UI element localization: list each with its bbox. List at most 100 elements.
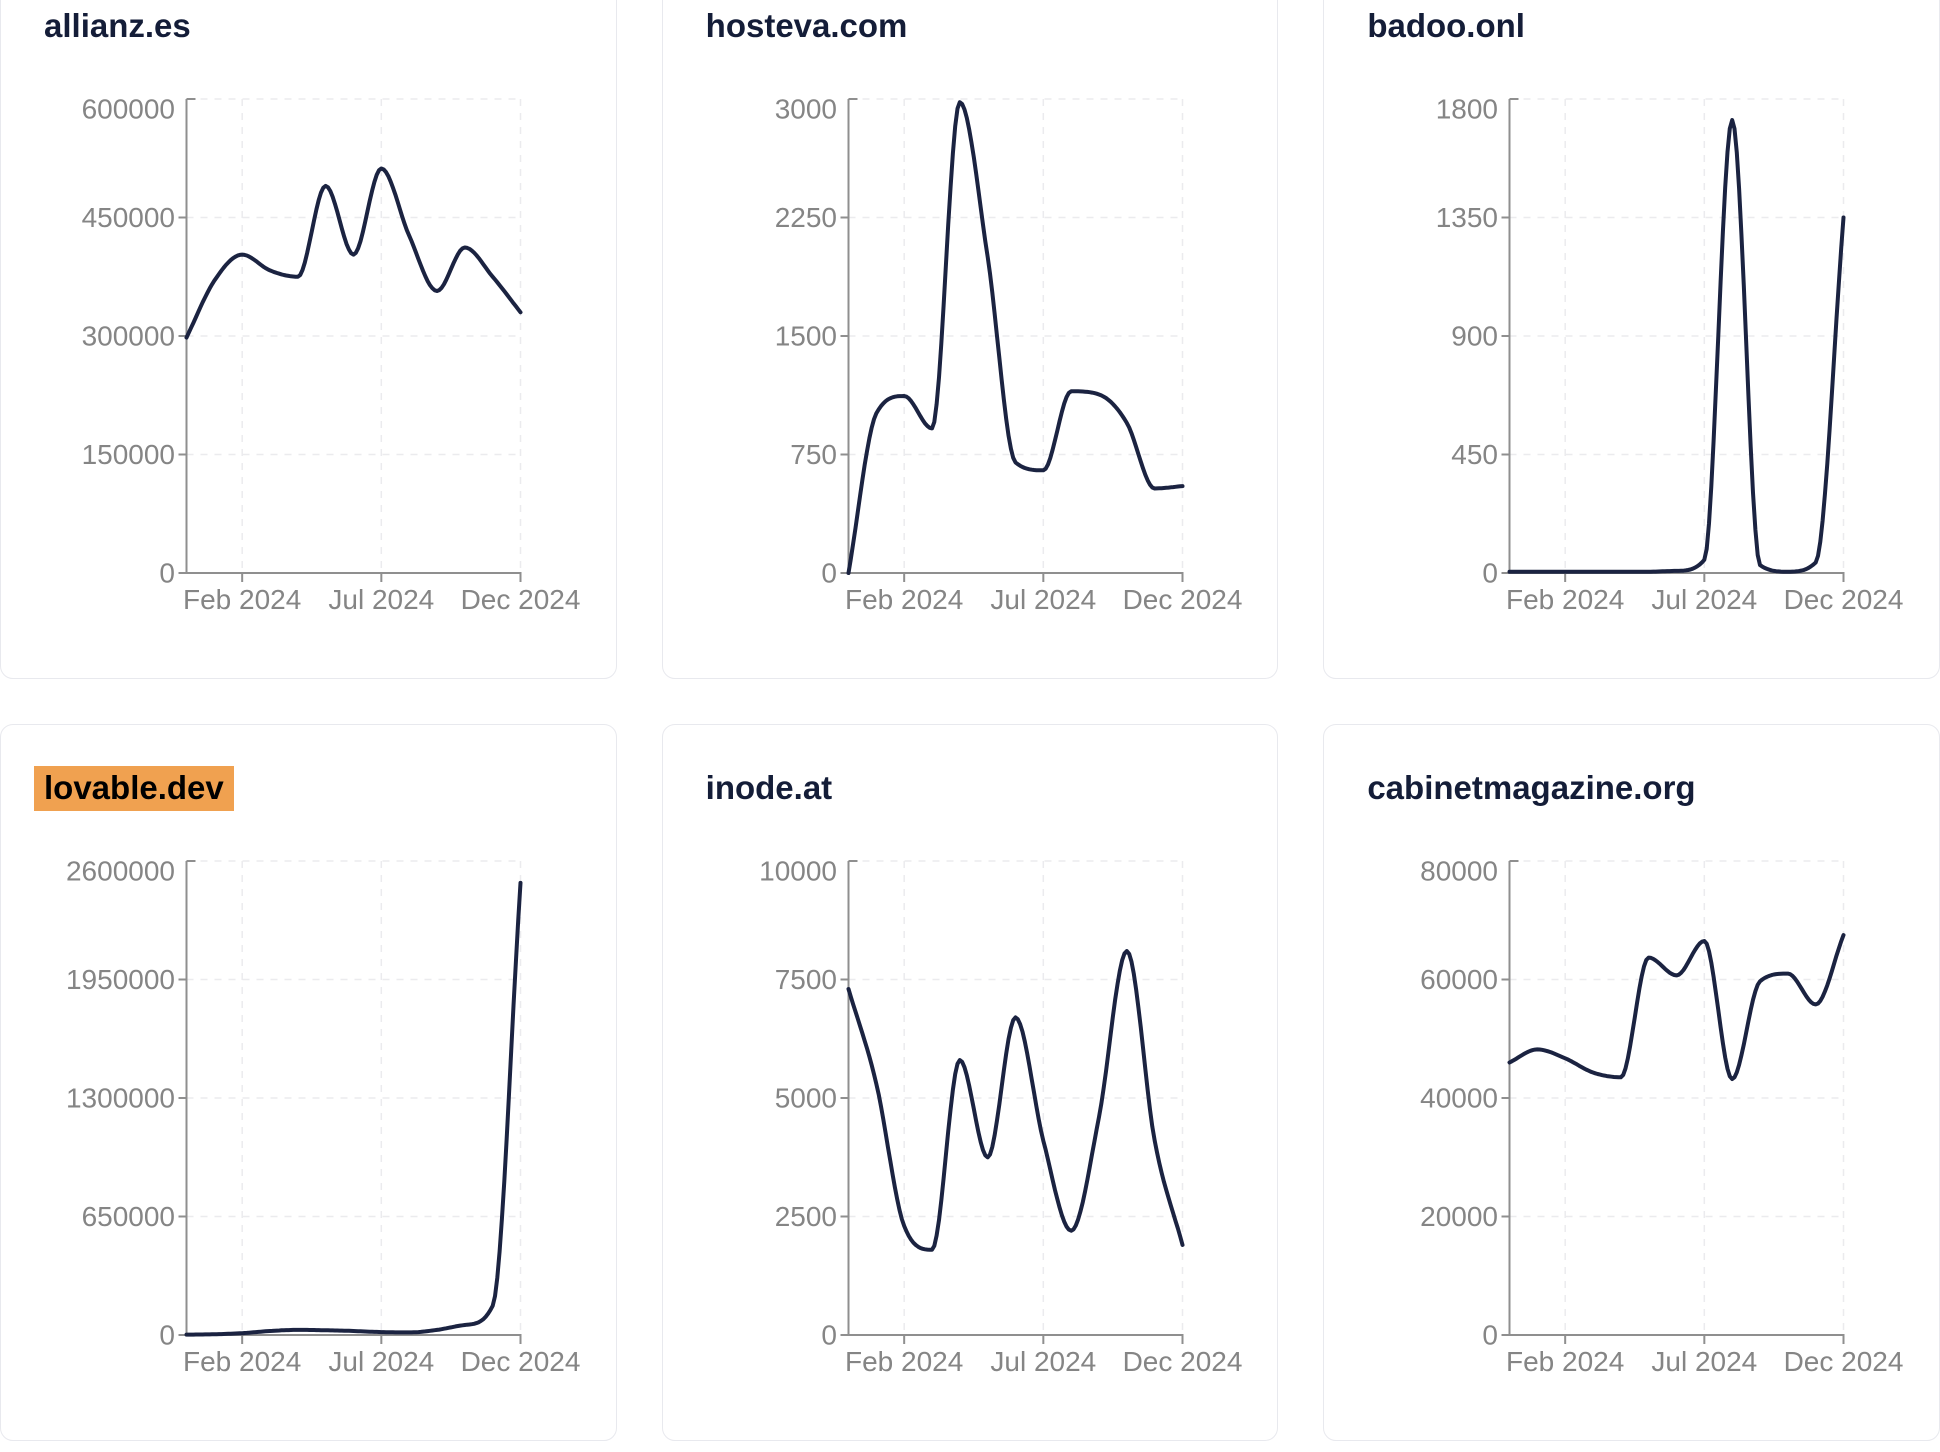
svg-text:Dec 2024: Dec 2024 [461, 584, 581, 615]
x-axis-tick-labels: Feb 2024 Jul 2024 Dec 2024 [183, 1346, 580, 1377]
series-line [846, 949, 1185, 1252]
svg-text:Jul 2024: Jul 2024 [328, 1346, 434, 1377]
svg-text:1350: 1350 [1436, 202, 1498, 233]
svg-text:450: 450 [1452, 439, 1499, 470]
svg-text:80000: 80000 [1420, 856, 1498, 887]
svg-text:10000: 10000 [759, 856, 837, 887]
svg-text:0: 0 [159, 558, 175, 589]
series-line [1507, 118, 1846, 574]
x-axis-tick-labels: Feb 2024 Jul 2024 Dec 2024 [845, 584, 1242, 615]
y-axis-tick-labels: 80000 60000 40000 20000 0 [1420, 856, 1498, 1351]
y-axis-tick-labels: 10000 7500 5000 2500 0 [759, 856, 837, 1351]
svg-text:Feb 2024: Feb 2024 [183, 1346, 301, 1377]
traffic-line-chart: 600000 450000 300000 150000 0 Feb 2024 Jul 202… [82, 94, 581, 616]
svg-text:Jul 2024: Jul 2024 [328, 584, 434, 615]
svg-text:900: 900 [1452, 321, 1499, 352]
traffic-line-chart: 3000 2250 1500 750 0 Feb 2024 Jul 2024 Dec 2024 [774, 94, 1242, 616]
chart-axes [1501, 860, 1845, 1344]
svg-text:Feb 2024: Feb 2024 [845, 584, 963, 615]
series-line [184, 880, 523, 1337]
x-axis-tick-labels: Feb 2024 Jul 2024 Dec 2024 [1506, 1346, 1903, 1377]
domain-title-text: inode.at [705, 769, 833, 806]
y-axis-tick-labels: 3000 2250 1500 750 0 [774, 94, 836, 589]
svg-text:Jul 2024: Jul 2024 [990, 584, 1096, 615]
chart-gridlines [186, 98, 522, 573]
chart-gridlines [848, 860, 1183, 1335]
chart-gridlines [1509, 860, 1845, 1335]
domain-title-text: badoo.onl [1367, 7, 1525, 44]
domain-card[interactable]: badoo.onl 1800 1350 900 450 0 Feb 2024 Jul 202… [1323, 0, 1940, 679]
traffic-line-chart: 10000 7500 5000 2500 0 Feb 2024 Jul 2024 Dec 20… [759, 856, 1242, 1378]
traffic-line-chart: 2600000 1950000 1300000 650000 0 Feb 2024 Jul … [66, 856, 580, 1378]
chart-axes [840, 98, 1184, 582]
y-axis-tick-labels: 600000 450000 300000 150000 0 [82, 94, 175, 589]
chart-axes [178, 98, 522, 582]
domain-card[interactable]: hosteva.com 3000 2250 1500 750 0 Feb 2024 Jul … [661, 0, 1279, 679]
svg-text:5000: 5000 [774, 1083, 836, 1114]
svg-text:Dec 2024: Dec 2024 [1122, 584, 1242, 615]
chart-axes [1501, 98, 1845, 582]
svg-text:2500: 2500 [774, 1201, 836, 1232]
svg-text:Jul 2024: Jul 2024 [990, 1346, 1096, 1377]
series-line [846, 100, 1185, 575]
svg-text:0: 0 [159, 1320, 175, 1351]
x-axis-tick-labels: Feb 2024 Jul 2024 Dec 2024 [845, 1346, 1242, 1377]
svg-text:750: 750 [790, 439, 837, 470]
domain-card[interactable]: lovable.dev 2600000 1950000 1300000 650000 0… [0, 724, 617, 1441]
domain-title-text: hosteva.com [705, 7, 908, 44]
chart-axes [840, 860, 1184, 1344]
chart-gridlines [186, 860, 522, 1335]
svg-text:600000: 600000 [82, 94, 175, 125]
svg-text:3000: 3000 [774, 94, 836, 125]
svg-text:0: 0 [1483, 1320, 1499, 1351]
svg-text:0: 0 [1483, 558, 1499, 589]
svg-text:150000: 150000 [82, 439, 175, 470]
svg-text:Dec 2024: Dec 2024 [1784, 584, 1904, 615]
svg-text:650000: 650000 [82, 1201, 175, 1232]
domain-card[interactable]: inode.at 10000 7500 5000 2500 0 Feb 2024 Jul 2… [661, 724, 1279, 1441]
svg-text:60000: 60000 [1420, 964, 1498, 995]
chart-gridlines [848, 98, 1183, 573]
svg-text:300000: 300000 [82, 321, 175, 352]
svg-text:7500: 7500 [774, 964, 836, 995]
svg-text:450000: 450000 [82, 202, 175, 233]
domain-title: hosteva.com [706, 7, 908, 45]
domain-title: inode.at [706, 769, 833, 807]
domain-title: cabinetmagazine.org [1367, 769, 1695, 807]
svg-text:1800: 1800 [1436, 94, 1498, 125]
x-axis-tick-labels: Feb 2024 Jul 2024 Dec 2024 [1506, 584, 1903, 615]
svg-text:0: 0 [821, 558, 837, 589]
chart-axes [178, 860, 522, 1344]
domain-card[interactable]: allianz.es 600000 450000 300000 150000 0 Feb … [0, 0, 617, 679]
domain-title: allianz.es [44, 7, 191, 45]
svg-text:1950000: 1950000 [66, 964, 175, 995]
svg-text:2600000: 2600000 [66, 856, 175, 887]
series-line [1507, 933, 1846, 1081]
domain-title-text: lovable.dev [34, 766, 234, 811]
svg-text:Dec 2024: Dec 2024 [1122, 1346, 1242, 1377]
svg-text:0: 0 [821, 1320, 837, 1351]
svg-text:Dec 2024: Dec 2024 [461, 1346, 581, 1377]
svg-text:1500: 1500 [774, 321, 836, 352]
domain-title: badoo.onl [1367, 7, 1525, 45]
svg-text:Feb 2024: Feb 2024 [1506, 584, 1624, 615]
y-axis-tick-labels: 1800 1350 900 450 0 [1436, 94, 1498, 589]
domain-title-text: allianz.es [44, 7, 191, 44]
x-axis-tick-labels: Feb 2024 Jul 2024 Dec 2024 [183, 584, 580, 615]
svg-text:40000: 40000 [1420, 1083, 1498, 1114]
svg-text:Feb 2024: Feb 2024 [845, 1346, 963, 1377]
svg-text:Feb 2024: Feb 2024 [1506, 1346, 1624, 1377]
y-axis-tick-labels: 2600000 1950000 1300000 650000 0 [66, 856, 175, 1351]
svg-text:Jul 2024: Jul 2024 [1652, 1346, 1758, 1377]
svg-text:Feb 2024: Feb 2024 [183, 584, 301, 615]
svg-text:1300000: 1300000 [66, 1083, 175, 1114]
svg-text:Dec 2024: Dec 2024 [1784, 1346, 1904, 1377]
domain-card[interactable]: cabinetmagazine.org 80000 60000 40000 20000… [1323, 724, 1940, 1441]
domain-title: lovable.dev [34, 766, 234, 811]
chart-gridlines [1509, 98, 1845, 573]
svg-text:20000: 20000 [1420, 1201, 1498, 1232]
domain-title-text: cabinetmagazine.org [1367, 769, 1696, 806]
